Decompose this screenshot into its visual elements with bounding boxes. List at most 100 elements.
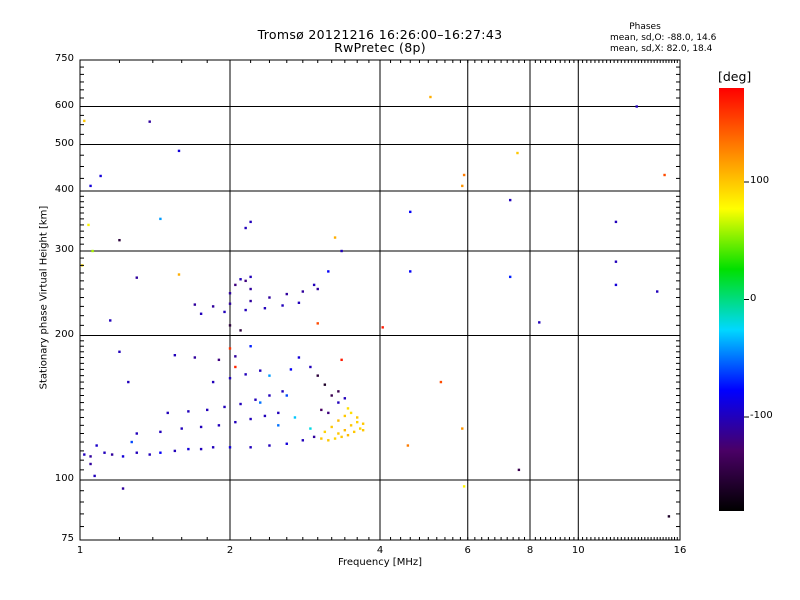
data-point [148, 120, 151, 123]
data-point [277, 424, 280, 427]
data-point [361, 422, 365, 425]
data-point [95, 444, 98, 447]
data-point [349, 411, 353, 415]
data-point [263, 414, 267, 418]
data-point [340, 435, 343, 439]
data-point [234, 420, 237, 424]
phases-title: Phases [629, 22, 661, 32]
y-tick-label: 75 [61, 533, 74, 544]
data-point [83, 119, 86, 123]
data-point [320, 408, 323, 412]
data-point [228, 376, 232, 380]
x-tick-label: 8 [526, 545, 534, 556]
data-point [234, 283, 237, 287]
data-point [327, 411, 330, 415]
data-point [263, 307, 267, 310]
data-point [301, 290, 305, 293]
data-point [199, 447, 203, 451]
data-point [193, 356, 197, 359]
data-point [281, 304, 284, 307]
data-point [663, 173, 666, 177]
data-point [516, 151, 519, 155]
data-point [635, 105, 638, 108]
data-point [355, 420, 359, 424]
data-point [289, 368, 293, 371]
y-tick-label: 400 [54, 184, 74, 196]
y-tick-label: 750 [54, 53, 74, 64]
data-point [211, 446, 215, 449]
data-point [127, 380, 130, 384]
data-point [309, 365, 312, 369]
data-point [349, 424, 353, 427]
data-point [89, 455, 92, 458]
data-point [429, 95, 432, 99]
data-point [223, 310, 226, 314]
data-point [268, 444, 271, 447]
colorbar-tick-label: -100 [750, 410, 773, 421]
data-point [211, 380, 215, 384]
data-point [89, 462, 92, 466]
data-point [316, 374, 319, 377]
data-point [461, 184, 464, 188]
y-tick-label: 500 [54, 137, 74, 149]
data-point [330, 425, 333, 429]
data-point [343, 429, 347, 432]
data-point [508, 198, 512, 202]
data-point [259, 401, 262, 404]
data-point [211, 305, 215, 308]
data-point [118, 350, 121, 353]
phases-x-stats: mean, sd,X: 82.0, 18.4 [610, 44, 713, 54]
data-point [159, 217, 162, 221]
data-point [320, 437, 323, 440]
data-point [538, 321, 541, 324]
x-tick-label: 4 [376, 545, 384, 556]
data-point [285, 394, 288, 397]
data-point [103, 451, 106, 454]
data-point [244, 308, 247, 312]
data-point [337, 390, 340, 393]
data-point [259, 369, 262, 372]
data-point [99, 174, 102, 178]
data-point [285, 292, 288, 296]
data-point [249, 275, 252, 279]
data-point [614, 283, 618, 287]
data-point [83, 453, 86, 456]
data-point [249, 446, 252, 449]
chart-subtitle: RwPretec (8p) [334, 40, 426, 55]
data-point [228, 446, 232, 449]
data-point [337, 432, 340, 435]
x-axis-label: Frequency [MHz] [337, 557, 423, 568]
data-point [199, 312, 203, 315]
data-point [118, 238, 121, 242]
data-point [323, 383, 327, 386]
data-point [87, 223, 90, 227]
axis-ticks [79, 59, 681, 541]
data-point [343, 414, 347, 418]
data-point [655, 290, 659, 293]
data-point [346, 407, 350, 410]
colorbar-label: [deg] [718, 69, 752, 84]
y-tick-label: 100 [54, 473, 74, 485]
data-point [330, 394, 333, 397]
data-points [80, 95, 671, 518]
data-point [228, 324, 232, 327]
data-point [323, 430, 327, 434]
data-point [121, 455, 125, 458]
data-point [249, 417, 252, 421]
data-point [614, 220, 618, 224]
data-point [249, 287, 252, 291]
data-point [239, 329, 242, 332]
data-point [358, 427, 362, 430]
x-tick-label: 10 [571, 545, 585, 556]
data-point [244, 373, 247, 376]
y-tick-label: 300 [54, 244, 74, 255]
data-point [199, 425, 203, 429]
data-point [268, 394, 271, 397]
data-point [177, 149, 181, 153]
data-point [239, 402, 242, 406]
data-point [148, 453, 151, 456]
data-point [285, 442, 288, 445]
data-point [254, 398, 257, 401]
data-point [228, 292, 232, 295]
data-point [309, 427, 312, 430]
